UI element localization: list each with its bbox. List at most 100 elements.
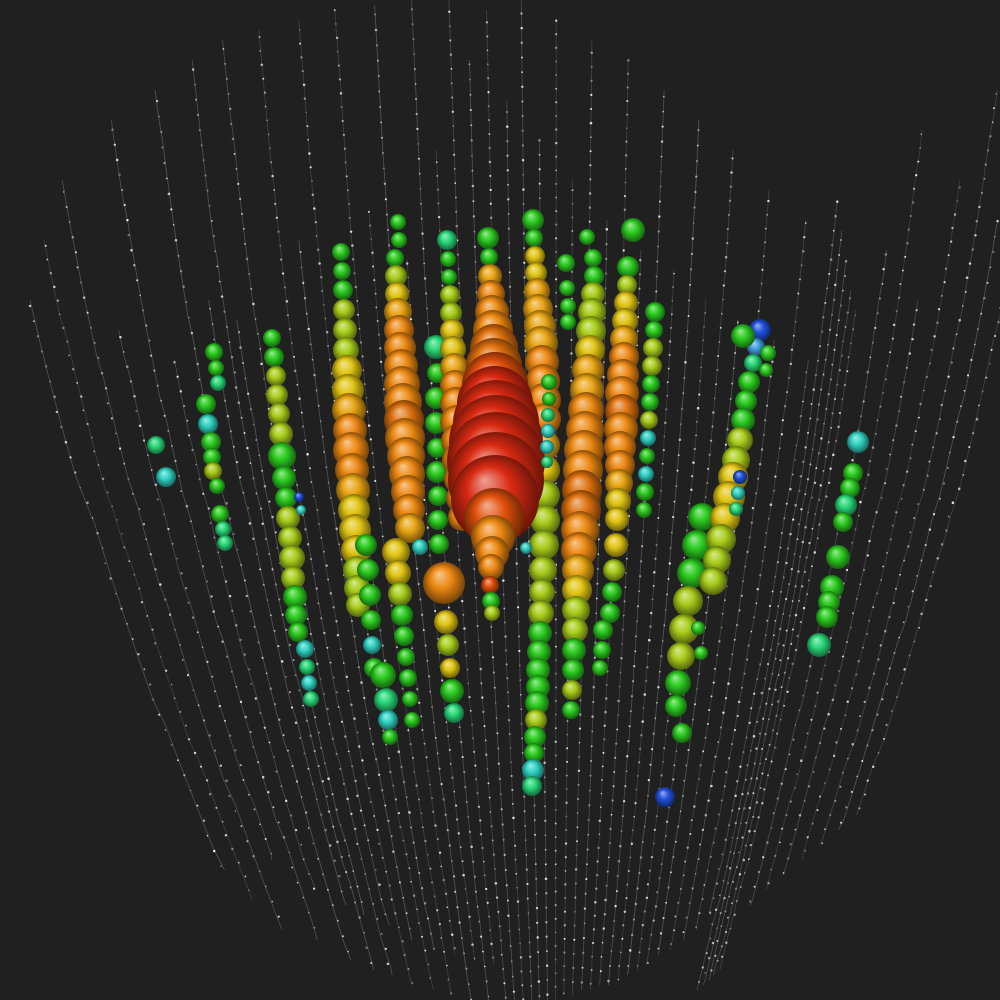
dom-dot: [449, 763, 452, 765]
dom-dot: [449, 39, 452, 42]
dom-dot: [651, 598, 654, 601]
dom-dot: [239, 764, 242, 767]
dom-dot: [335, 36, 339, 40]
dom-dot: [384, 804, 387, 807]
dom-dot: [452, 125, 455, 128]
dom-dot: [416, 567, 419, 570]
detector-string: [709, 359, 809, 915]
dom-dot: [799, 621, 802, 624]
dom-dot: [76, 382, 79, 384]
dom-dot: [830, 243, 834, 247]
dom-dot: [390, 898, 393, 901]
dom-dot: [671, 299, 674, 302]
dom-dot: [464, 888, 467, 890]
dom-dot: [589, 150, 592, 153]
dom-dot: [901, 269, 904, 272]
hit-sphere: [266, 366, 286, 386]
dom-dot: [239, 476, 242, 479]
dom-dot: [832, 229, 835, 232]
dom-dot: [647, 652, 649, 655]
dom-dot: [337, 64, 340, 67]
dom-dot: [764, 241, 767, 244]
dom-dot: [716, 882, 719, 885]
dom-dot: [142, 439, 146, 442]
dom-dot: [647, 779, 650, 782]
dom-dot: [432, 721, 435, 724]
dom-dot: [578, 755, 581, 758]
dom-dot: [554, 944, 557, 948]
dom-dot: [646, 883, 649, 886]
dom-dot: [752, 792, 755, 795]
dom-dot: [964, 290, 967, 293]
dom-dot: [289, 814, 293, 817]
dom-dot: [716, 654, 719, 657]
dom-dot: [997, 320, 1000, 324]
dom-dot: [179, 710, 182, 713]
dom-dot: [555, 155, 558, 158]
dom-dot: [570, 338, 573, 341]
dom-dot: [421, 826, 424, 829]
dom-dot: [487, 105, 490, 108]
dom-dot: [533, 833, 537, 836]
dom-dot: [575, 854, 578, 857]
hit-column-c-tail-greens: [355, 534, 398, 730]
dom-dot: [854, 314, 857, 317]
hit-column-col-e0: [557, 254, 576, 330]
dom-dot: [508, 242, 511, 245]
dom-dot: [928, 460, 931, 463]
dom-dot: [657, 517, 660, 519]
dom-dot: [712, 897, 715, 900]
dom-dot: [503, 982, 506, 985]
dom-dot: [706, 722, 709, 725]
hit-sphere: [617, 275, 637, 295]
detector-string: [657, 319, 739, 956]
dom-dot: [867, 473, 870, 476]
dom-dot: [554, 632, 557, 634]
dom-dot: [857, 514, 860, 517]
dom-dot: [487, 77, 490, 80]
dom-dot: [507, 198, 510, 201]
dom-dot: [596, 567, 599, 571]
dom-dot: [626, 86, 629, 89]
dom-dot: [392, 850, 395, 853]
dom-dot: [509, 747, 512, 749]
dom-dot: [476, 792, 479, 795]
dom-dot: [947, 254, 950, 257]
dom-dot: [479, 935, 483, 938]
dom-dot: [313, 926, 316, 929]
dom-dot: [835, 334, 838, 337]
detector-string: [154, 89, 352, 961]
dom-dot: [930, 348, 933, 352]
dom-dot: [652, 919, 655, 922]
hit-sphere: [332, 243, 350, 261]
dom-dot: [845, 806, 848, 809]
dom-dot: [755, 801, 759, 804]
dom-dot: [571, 243, 574, 246]
dom-dot: [424, 949, 427, 952]
dom-dot: [436, 838, 439, 841]
dom-dot: [629, 710, 632, 713]
dom-dot: [646, 961, 649, 964]
hit-sphere: [593, 641, 611, 659]
dom-dot: [790, 348, 794, 352]
dom-dot: [693, 206, 696, 209]
dom-dot: [418, 871, 421, 875]
dom-dot: [881, 698, 884, 701]
hit-sphere: [399, 669, 417, 687]
dom-dot: [522, 232, 526, 235]
dom-dot: [263, 378, 265, 380]
dom-dot: [666, 593, 669, 596]
dom-dot: [569, 379, 573, 382]
dom-dot: [209, 522, 212, 524]
dom-dot: [564, 856, 567, 859]
dom-dot: [340, 855, 344, 859]
dom-dot: [554, 659, 557, 662]
dom-dot: [797, 292, 800, 295]
dom-dot: [794, 613, 798, 617]
dom-dot: [628, 725, 631, 728]
dom-dot: [192, 689, 195, 692]
dom-dot: [327, 481, 330, 484]
dom-dot: [545, 906, 548, 909]
